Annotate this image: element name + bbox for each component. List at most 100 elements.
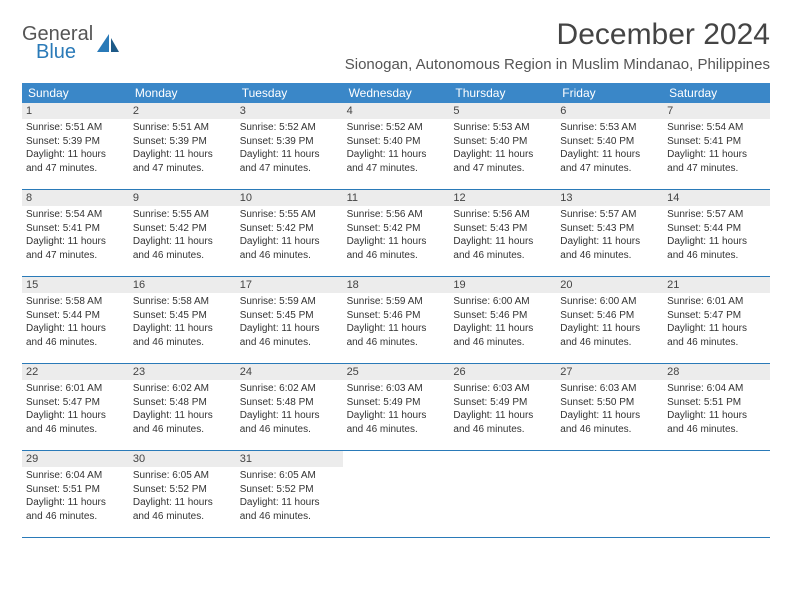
sun-info-block: Sunrise: 6:02 AMSunset: 5:48 PMDaylight:… (236, 380, 343, 438)
daylight-text: Daylight: 11 hours and 46 minutes. (240, 235, 339, 262)
day-number: 23 (129, 364, 236, 380)
calendar-week-row: 29Sunrise: 6:04 AMSunset: 5:51 PMDayligh… (22, 451, 770, 538)
day-number: 22 (22, 364, 129, 380)
day-number: 14 (663, 190, 770, 206)
sun-info-block: Sunrise: 5:56 AMSunset: 5:42 PMDaylight:… (343, 206, 450, 264)
calendar-day-cell: 31Sunrise: 6:05 AMSunset: 5:52 PMDayligh… (236, 451, 343, 537)
daylight-text: Daylight: 11 hours and 46 minutes. (26, 322, 125, 349)
calendar-day-cell: 23Sunrise: 6:02 AMSunset: 5:48 PMDayligh… (129, 364, 236, 450)
calendar-day-cell (556, 451, 663, 537)
sunset-text: Sunset: 5:41 PM (26, 222, 125, 236)
location-subtitle: Sionogan, Autonomous Region in Muslim Mi… (345, 56, 770, 73)
sun-info-block: Sunrise: 5:51 AMSunset: 5:39 PMDaylight:… (129, 119, 236, 177)
weekday-header: Monday (129, 83, 236, 103)
weeks-container: 1Sunrise: 5:51 AMSunset: 5:39 PMDaylight… (22, 103, 770, 538)
sunrise-text: Sunrise: 6:04 AM (26, 469, 125, 483)
day-number: 16 (129, 277, 236, 293)
sunrise-text: Sunrise: 5:57 AM (560, 208, 659, 222)
day-number: 21 (663, 277, 770, 293)
weekday-header: Sunday (22, 83, 129, 103)
sunset-text: Sunset: 5:40 PM (560, 135, 659, 149)
calendar-day-cell (449, 451, 556, 537)
sunrise-text: Sunrise: 6:03 AM (453, 382, 552, 396)
brand-line2: Blue (36, 42, 93, 62)
calendar-day-cell: 18Sunrise: 5:59 AMSunset: 5:46 PMDayligh… (343, 277, 450, 363)
sunset-text: Sunset: 5:48 PM (240, 396, 339, 410)
sun-info-block: Sunrise: 5:52 AMSunset: 5:39 PMDaylight:… (236, 119, 343, 177)
sun-info-block: Sunrise: 6:05 AMSunset: 5:52 PMDaylight:… (236, 467, 343, 525)
sunset-text: Sunset: 5:46 PM (453, 309, 552, 323)
daylight-text: Daylight: 11 hours and 47 minutes. (453, 148, 552, 175)
calendar-day-cell: 17Sunrise: 5:59 AMSunset: 5:45 PMDayligh… (236, 277, 343, 363)
brand-text: General Blue (22, 24, 93, 62)
sunset-text: Sunset: 5:47 PM (26, 396, 125, 410)
brand-logo: General Blue (22, 18, 121, 62)
calendar-day-cell: 27Sunrise: 6:03 AMSunset: 5:50 PMDayligh… (556, 364, 663, 450)
calendar-day-cell: 10Sunrise: 5:55 AMSunset: 5:42 PMDayligh… (236, 190, 343, 276)
sun-info-block: Sunrise: 5:53 AMSunset: 5:40 PMDaylight:… (556, 119, 663, 177)
sunrise-text: Sunrise: 6:05 AM (240, 469, 339, 483)
daylight-text: Daylight: 11 hours and 47 minutes. (347, 148, 446, 175)
calendar-day-cell: 1Sunrise: 5:51 AMSunset: 5:39 PMDaylight… (22, 103, 129, 189)
sunrise-text: Sunrise: 6:01 AM (667, 295, 766, 309)
sunset-text: Sunset: 5:49 PM (453, 396, 552, 410)
calendar-day-cell (343, 451, 450, 537)
daylight-text: Daylight: 11 hours and 46 minutes. (453, 235, 552, 262)
daylight-text: Daylight: 11 hours and 46 minutes. (560, 409, 659, 436)
sunset-text: Sunset: 5:42 PM (347, 222, 446, 236)
day-number: 5 (449, 103, 556, 119)
daylight-text: Daylight: 11 hours and 46 minutes. (347, 322, 446, 349)
sunset-text: Sunset: 5:51 PM (26, 483, 125, 497)
sunrise-text: Sunrise: 5:52 AM (240, 121, 339, 135)
calendar-day-cell (663, 451, 770, 537)
calendar-day-cell: 5Sunrise: 5:53 AMSunset: 5:40 PMDaylight… (449, 103, 556, 189)
calendar-grid: Sunday Monday Tuesday Wednesday Thursday… (22, 83, 770, 538)
sunrise-text: Sunrise: 6:05 AM (133, 469, 232, 483)
day-number: 24 (236, 364, 343, 380)
calendar-day-cell: 26Sunrise: 6:03 AMSunset: 5:49 PMDayligh… (449, 364, 556, 450)
daylight-text: Daylight: 11 hours and 46 minutes. (133, 235, 232, 262)
sunset-text: Sunset: 5:42 PM (133, 222, 232, 236)
day-number: 15 (22, 277, 129, 293)
day-number: 4 (343, 103, 450, 119)
calendar-day-cell: 15Sunrise: 5:58 AMSunset: 5:44 PMDayligh… (22, 277, 129, 363)
day-number: 9 (129, 190, 236, 206)
day-number: 2 (129, 103, 236, 119)
calendar-day-cell: 29Sunrise: 6:04 AMSunset: 5:51 PMDayligh… (22, 451, 129, 537)
sunrise-text: Sunrise: 5:58 AM (26, 295, 125, 309)
sun-info-block: Sunrise: 5:58 AMSunset: 5:45 PMDaylight:… (129, 293, 236, 351)
weekday-header: Wednesday (343, 83, 450, 103)
sun-info-block: Sunrise: 5:52 AMSunset: 5:40 PMDaylight:… (343, 119, 450, 177)
sunrise-text: Sunrise: 6:02 AM (240, 382, 339, 396)
calendar-day-cell: 21Sunrise: 6:01 AMSunset: 5:47 PMDayligh… (663, 277, 770, 363)
brand-sail-icon (95, 32, 121, 54)
sun-info-block: Sunrise: 6:04 AMSunset: 5:51 PMDaylight:… (22, 467, 129, 525)
calendar-day-cell: 4Sunrise: 5:52 AMSunset: 5:40 PMDaylight… (343, 103, 450, 189)
calendar-day-cell: 11Sunrise: 5:56 AMSunset: 5:42 PMDayligh… (343, 190, 450, 276)
daylight-text: Daylight: 11 hours and 46 minutes. (667, 322, 766, 349)
sunset-text: Sunset: 5:44 PM (667, 222, 766, 236)
weekday-header-row: Sunday Monday Tuesday Wednesday Thursday… (22, 83, 770, 103)
day-number: 31 (236, 451, 343, 467)
sun-info-block: Sunrise: 6:03 AMSunset: 5:50 PMDaylight:… (556, 380, 663, 438)
calendar-day-cell: 20Sunrise: 6:00 AMSunset: 5:46 PMDayligh… (556, 277, 663, 363)
sunset-text: Sunset: 5:41 PM (667, 135, 766, 149)
sun-info-block: Sunrise: 5:54 AMSunset: 5:41 PMDaylight:… (663, 119, 770, 177)
weekday-header: Saturday (663, 83, 770, 103)
sun-info-block: Sunrise: 6:00 AMSunset: 5:46 PMDaylight:… (449, 293, 556, 351)
daylight-text: Daylight: 11 hours and 47 minutes. (133, 148, 232, 175)
day-number: 1 (22, 103, 129, 119)
calendar-day-cell: 9Sunrise: 5:55 AMSunset: 5:42 PMDaylight… (129, 190, 236, 276)
calendar-day-cell: 28Sunrise: 6:04 AMSunset: 5:51 PMDayligh… (663, 364, 770, 450)
sun-info-block: Sunrise: 5:58 AMSunset: 5:44 PMDaylight:… (22, 293, 129, 351)
daylight-text: Daylight: 11 hours and 46 minutes. (240, 409, 339, 436)
sunrise-text: Sunrise: 5:57 AM (667, 208, 766, 222)
day-number: 7 (663, 103, 770, 119)
page-container: General Blue December 2024 Sionogan, Aut… (0, 0, 792, 548)
daylight-text: Daylight: 11 hours and 46 minutes. (453, 322, 552, 349)
sunrise-text: Sunrise: 6:00 AM (453, 295, 552, 309)
calendar-day-cell: 13Sunrise: 5:57 AMSunset: 5:43 PMDayligh… (556, 190, 663, 276)
calendar-day-cell: 30Sunrise: 6:05 AMSunset: 5:52 PMDayligh… (129, 451, 236, 537)
sun-info-block: Sunrise: 6:04 AMSunset: 5:51 PMDaylight:… (663, 380, 770, 438)
sunset-text: Sunset: 5:40 PM (453, 135, 552, 149)
